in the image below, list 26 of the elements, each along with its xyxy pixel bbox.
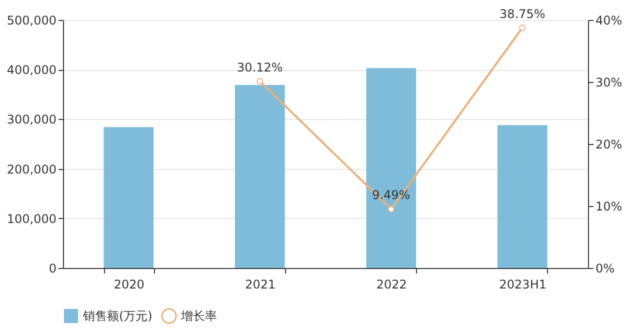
y-tick-label: 300,000 (6, 112, 56, 127)
x-tick-label: 2022 (376, 278, 407, 292)
point (256, 78, 264, 84)
legend-label: 销售额(万元) (82, 309, 152, 323)
y2-tick-label: 0% (596, 262, 615, 276)
bar (104, 127, 154, 268)
y-tick-label: 100,000 (6, 212, 56, 226)
data-label: 30.12% (236, 60, 283, 74)
x-tick-label: 2023H1 (499, 278, 546, 292)
y-tick-label: 200,000 (6, 162, 56, 176)
y2-tick-label: 40% (596, 14, 622, 28)
y2-tick-label: 20% (596, 138, 622, 152)
y2-tick-label: 30% (596, 76, 622, 90)
y-tick-label: 400,000 (6, 63, 56, 78)
x-tick-label: 2021 (245, 278, 276, 292)
y2-tick-label: 10% (596, 200, 622, 214)
y-tick-label: 0 (48, 262, 56, 276)
x-tick-label: 2020 (114, 278, 144, 292)
bar (497, 125, 548, 268)
legend-label: 增长率 (180, 309, 217, 323)
data-label: 38.75% (499, 6, 546, 21)
point (388, 206, 394, 212)
point (519, 24, 526, 31)
bar (234, 84, 285, 268)
bar (366, 68, 416, 268)
y-tick-label: 500,000 (6, 14, 56, 28)
